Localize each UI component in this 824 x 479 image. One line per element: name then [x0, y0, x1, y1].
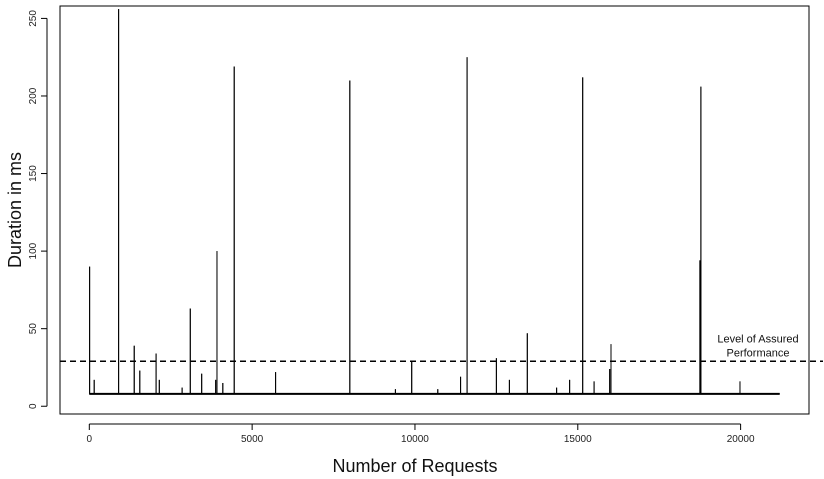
x-axis: 0 5000 10000 15000 20000 [87, 423, 755, 445]
y-tick-label: 250 [28, 10, 39, 27]
y-axis: 0 50 100 150 200 250 [28, 10, 48, 409]
duration-series [89, 9, 780, 395]
plot-frame [59, 5, 810, 415]
x-tick-label: 20000 [727, 434, 755, 445]
duration-trace [89, 9, 780, 395]
x-tick-label: 0 [87, 434, 93, 445]
y-tick-label: 200 [28, 87, 39, 104]
assured-performance-label-line-1: Level of Assured [717, 333, 798, 345]
y-tick-label: 150 [28, 165, 39, 182]
x-tick-label: 5000 [241, 434, 264, 445]
y-tick-label: 50 [28, 323, 39, 335]
x-tick-label: 10000 [401, 434, 429, 445]
x-axis-title: Number of Requests [332, 456, 497, 476]
x-tick-label: 15000 [564, 434, 592, 445]
y-tick-label: 100 [28, 242, 39, 259]
assured-performance-label-line-2: Performance [727, 347, 790, 359]
y-axis-title: Duration in ms [5, 152, 25, 268]
y-tick-label: 0 [28, 403, 39, 409]
